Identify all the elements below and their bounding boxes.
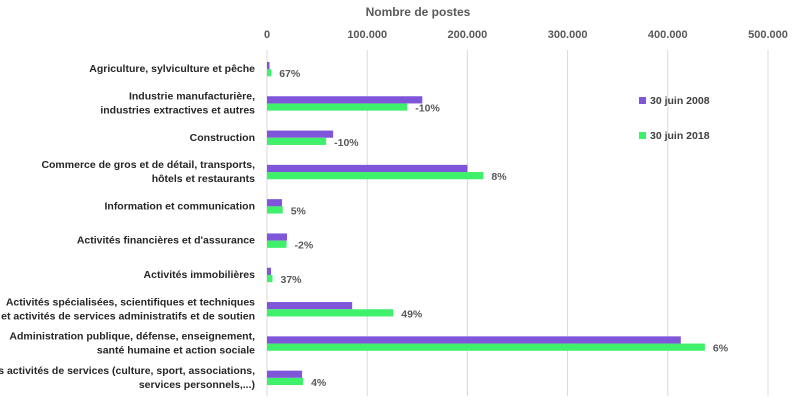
category-label: hôtels et restaurants — [152, 173, 255, 185]
x-tick-label: 0 — [264, 29, 270, 41]
x-tick-label: 100.000 — [347, 29, 387, 41]
category-label: Administration publique, défense, enseig… — [9, 331, 255, 343]
data-labels: 67% -10% -10% 8% 5% -2% 37% 49% 6% 4% — [279, 68, 729, 389]
bar-2018 — [267, 103, 408, 111]
data-label: 67% — [279, 68, 301, 80]
bar-2018 — [267, 309, 394, 317]
x-tick-label: 300.000 — [548, 29, 588, 41]
bars — [267, 61, 705, 386]
bar-2018 — [267, 377, 304, 386]
category-label: Agriculture, sylviculture et pêche — [89, 63, 255, 75]
category-label: Activités spécialisées, scientifiques et… — [6, 296, 255, 308]
data-label: 49% — [401, 308, 423, 320]
bar-2008 — [267, 199, 283, 207]
legend-label: 30 juin 2008 — [650, 95, 710, 107]
x-tick-label: 400.000 — [648, 29, 688, 41]
category-label: services personnels,...) — [139, 379, 255, 391]
category-labels: Agriculture, sylviculture et pêche Indust… — [0, 63, 255, 391]
bar-2008 — [267, 61, 270, 70]
category-label: Commerce de gros et de détail, transport… — [41, 159, 255, 171]
data-label: 6% — [713, 343, 729, 355]
category-label: Construction — [190, 132, 255, 144]
bar-2008 — [267, 370, 303, 378]
x-tick-label: 200.000 — [448, 29, 488, 41]
category-label: et activités de services administratifs … — [1, 310, 255, 322]
data-label: 4% — [311, 377, 327, 389]
x-tick-label: 500.000 — [748, 29, 788, 41]
data-label: 5% — [291, 205, 307, 217]
legend-swatch — [639, 97, 646, 104]
axis-title: Nombre de postes — [366, 5, 471, 19]
bar-2018 — [267, 69, 272, 77]
category-label: Autres activités de services (culture, s… — [0, 365, 255, 377]
bar-2008 — [267, 233, 288, 241]
data-label: 8% — [491, 171, 507, 183]
bar-2008 — [267, 267, 272, 275]
category-label: Activités immobilières — [144, 269, 256, 281]
data-label: 37% — [281, 274, 303, 286]
bar-2008 — [267, 302, 353, 310]
data-label: -10% — [415, 102, 440, 114]
bar-2008 — [267, 336, 681, 344]
bar-2018 — [267, 172, 484, 180]
category-label: industries extractives et autres — [100, 104, 255, 116]
bar-2008 — [267, 164, 468, 173]
category-label: Activités financières et d'assurance — [77, 235, 255, 247]
data-label: -2% — [295, 240, 314, 252]
legend-label: 30 juin 2018 — [650, 130, 710, 142]
category-label: santé humaine et action sociale — [97, 345, 255, 357]
data-label: -10% — [334, 137, 359, 149]
bar-2018 — [267, 343, 705, 351]
bar-2018 — [267, 240, 287, 248]
legend-swatch — [639, 132, 646, 139]
bar-2008 — [267, 96, 423, 104]
bar-2018 — [267, 274, 273, 283]
bar-2018 — [267, 206, 283, 214]
category-label: Information et communication — [104, 200, 255, 212]
category-label: Industrie manufacturière, — [129, 90, 255, 102]
bar-2008 — [267, 130, 334, 138]
x-axis-ticks: 0 100.000 200.000 300.000 400.000 500.000 — [264, 29, 788, 41]
bar-2018 — [267, 137, 327, 145]
legend: 30 juin 2008 30 juin 2018 — [639, 95, 710, 142]
